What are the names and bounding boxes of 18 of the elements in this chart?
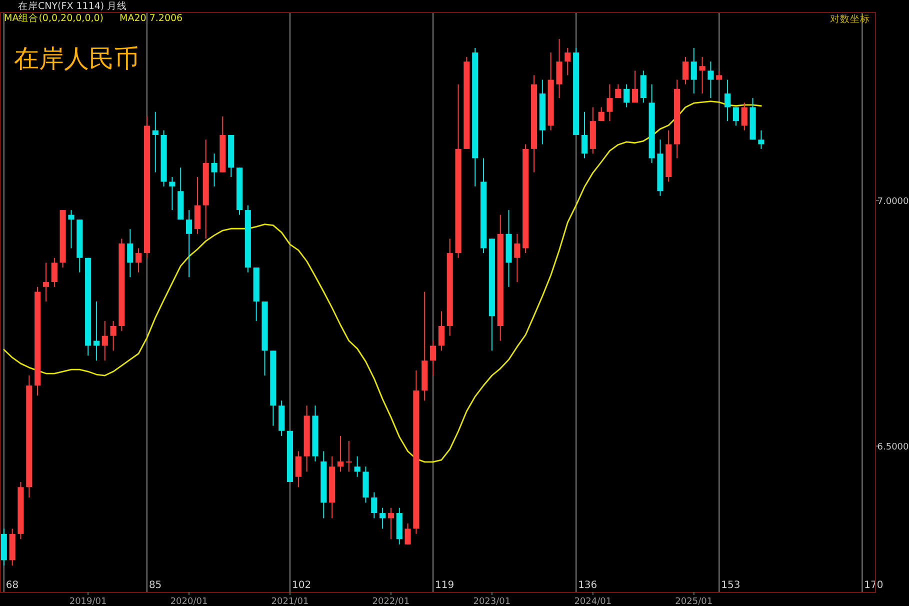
ref-line-label: 136 xyxy=(578,580,598,591)
x-tick-label: 2023/01 xyxy=(473,597,511,606)
ref-line-label: 85 xyxy=(148,580,162,591)
x-tick-label: 2022/01 xyxy=(372,597,410,606)
legend: MA组合(0,0,20,0,0,0) MA20 7.2006 xyxy=(4,13,183,24)
ref-line-label: 68 xyxy=(6,580,19,591)
chart-subtitle: 在岸CNY(FX 1114) 月线 xyxy=(18,0,128,12)
x-tick-label: 2024/01 xyxy=(574,597,612,606)
y-tick-label: 6.5000 xyxy=(877,442,909,453)
x-tick-label: 2025/01 xyxy=(675,597,713,606)
text: 在岸人民币 xyxy=(14,44,139,73)
x-tick-label: 2020/01 xyxy=(170,597,208,606)
ref-line-label: 119 xyxy=(435,580,454,591)
ref-line-label: 102 xyxy=(292,580,312,591)
y-tick-label: 7.0000 xyxy=(877,197,909,208)
x-tick-label: 2021/01 xyxy=(271,597,309,606)
ref-line-label: 153 xyxy=(721,580,740,591)
x-tick-label: 2019/01 xyxy=(69,597,107,606)
